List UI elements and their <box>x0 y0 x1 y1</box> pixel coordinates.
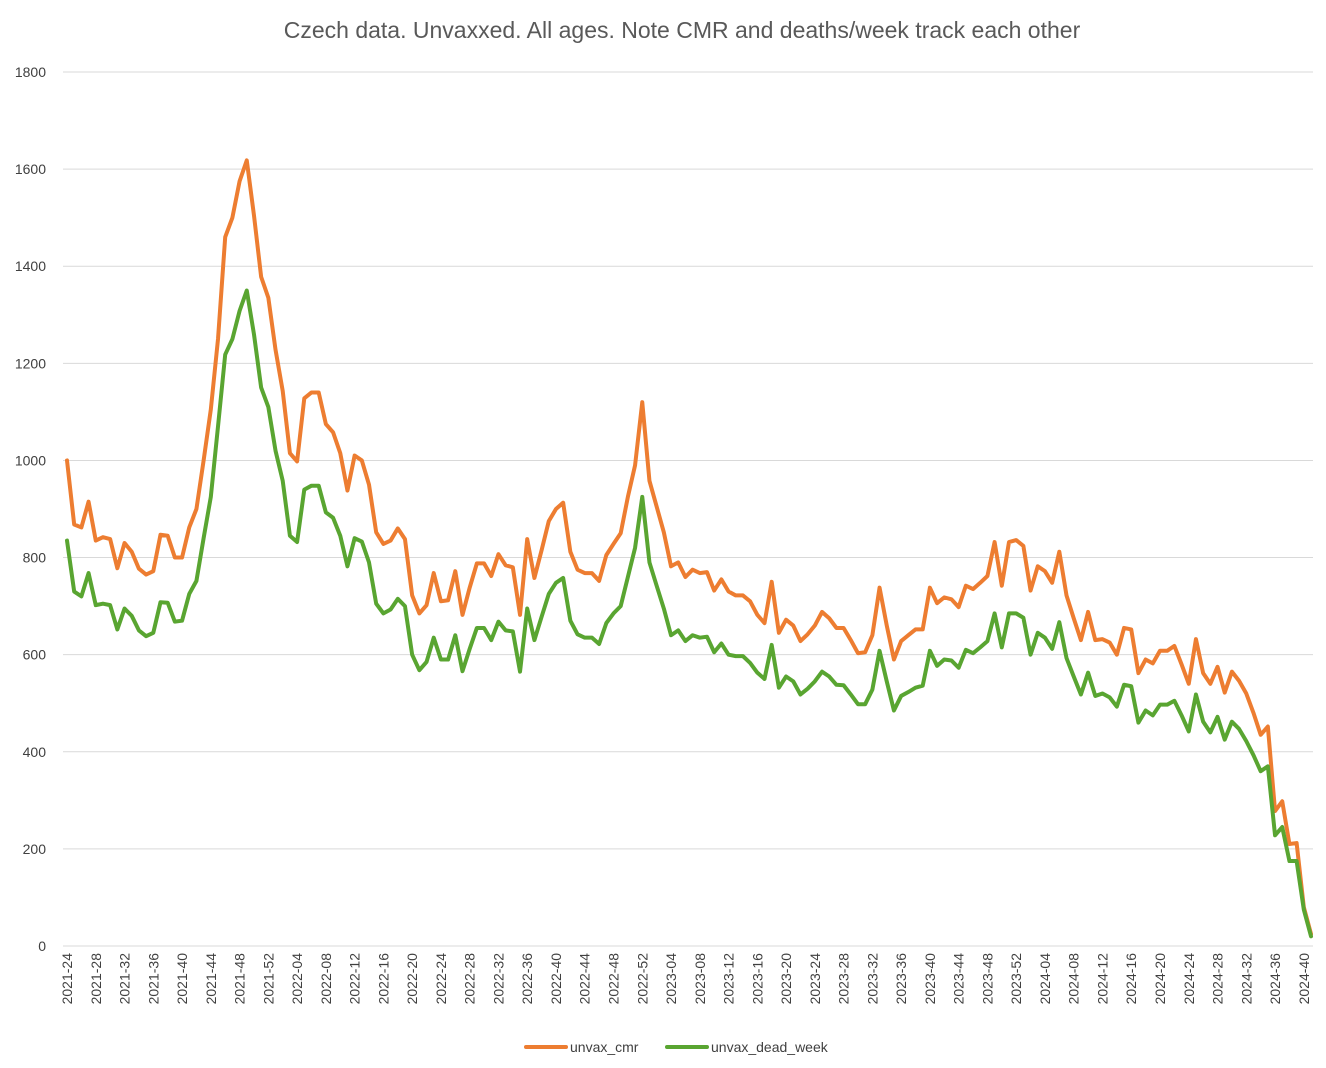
x-tick-label: 2022-08 <box>318 953 334 1005</box>
x-tick-label: 2022-40 <box>548 953 564 1005</box>
series-line-unvax_dead_week <box>65 288 1313 939</box>
series-lines <box>65 158 1313 939</box>
gridlines <box>63 71 1313 947</box>
x-tick-label: 2022-16 <box>375 953 391 1005</box>
x-tick-label: 2024-20 <box>1152 953 1168 1005</box>
x-tick-label: 2023-12 <box>721 953 737 1005</box>
x-tick-label: 2021-52 <box>260 953 276 1005</box>
y-tick-label: 800 <box>23 550 47 566</box>
x-axis-tick-labels: 2021-24 2021-28 2021-32 2021-36 2021-40 2021-… <box>59 953 1312 1005</box>
x-tick-label: 2023-52 <box>1008 953 1024 1005</box>
x-tick-label: 2024-32 <box>1238 953 1254 1005</box>
x-tick-label: 2024-28 <box>1210 953 1226 1005</box>
x-tick-label: 2022-36 <box>519 953 535 1005</box>
y-tick-label: 1800 <box>15 64 46 80</box>
y-tick-label: 1000 <box>15 452 46 468</box>
y-tick-label: 1400 <box>15 258 46 274</box>
y-tick-label: 1600 <box>15 161 46 177</box>
legend-label-unvax_cmr: unvax_cmr <box>570 1039 639 1055</box>
x-tick-label: 2022-32 <box>490 953 506 1005</box>
x-tick-label: 2021-36 <box>145 953 161 1005</box>
x-tick-label: 2022-44 <box>577 953 593 1005</box>
x-tick-label: 2023-44 <box>951 953 967 1005</box>
x-tick-label: 2024-16 <box>1123 953 1139 1005</box>
x-tick-label: 2023-08 <box>692 953 708 1005</box>
x-tick-label: 2024-04 <box>1037 953 1053 1005</box>
x-tick-label: 2021-44 <box>203 953 219 1005</box>
x-tick-label: 2021-48 <box>232 953 248 1005</box>
x-tick-label: 2024-12 <box>1094 953 1110 1005</box>
y-tick-label: 400 <box>23 744 47 760</box>
series-line-unvax_cmr <box>65 158 1313 936</box>
x-tick-label: 2022-04 <box>289 953 305 1005</box>
chart-title: Czech data. Unvaxxed. All ages. Note CMR… <box>284 17 1081 43</box>
x-tick-label: 2023-04 <box>663 953 679 1005</box>
x-tick-label: 2024-24 <box>1181 953 1197 1005</box>
x-tick-label: 2021-24 <box>59 953 75 1005</box>
x-tick-label: 2023-40 <box>922 953 938 1005</box>
x-tick-label: 2022-48 <box>605 953 621 1005</box>
legend: unvax_cmr unvax_dead_week <box>524 1039 829 1055</box>
y-tick-label: 600 <box>23 647 47 663</box>
y-tick-label: 0 <box>38 938 46 954</box>
x-tick-label: 2023-24 <box>807 953 823 1005</box>
x-tick-label: 2023-32 <box>864 953 880 1005</box>
x-tick-label: 2022-24 <box>433 953 449 1005</box>
x-tick-label: 2022-28 <box>462 953 478 1005</box>
x-tick-label: 2022-52 <box>634 953 650 1005</box>
x-tick-label: 2022-12 <box>347 953 363 1005</box>
x-tick-label: 2023-28 <box>836 953 852 1005</box>
x-tick-label: 2022-20 <box>404 953 420 1005</box>
y-axis-tick-labels: 0 200 400 600 800 1000 1200 1400 1600 1800 <box>15 64 46 954</box>
x-tick-label: 2021-40 <box>174 953 190 1005</box>
y-tick-label: 1200 <box>15 355 46 371</box>
x-tick-label: 2023-36 <box>893 953 909 1005</box>
x-tick-label: 2023-48 <box>979 953 995 1005</box>
x-tick-label: 2023-16 <box>749 953 765 1005</box>
x-tick-label: 2023-20 <box>778 953 794 1005</box>
x-tick-label: 2021-32 <box>117 953 133 1005</box>
x-tick-label: 2024-08 <box>1066 953 1082 1005</box>
y-tick-label: 200 <box>23 841 47 857</box>
legend-label-unvax_dead_week: unvax_dead_week <box>711 1039 829 1055</box>
x-tick-label: 2024-40 <box>1296 953 1312 1005</box>
x-tick-label: 2024-36 <box>1267 953 1283 1005</box>
x-tick-label: 2021-28 <box>88 953 104 1005</box>
